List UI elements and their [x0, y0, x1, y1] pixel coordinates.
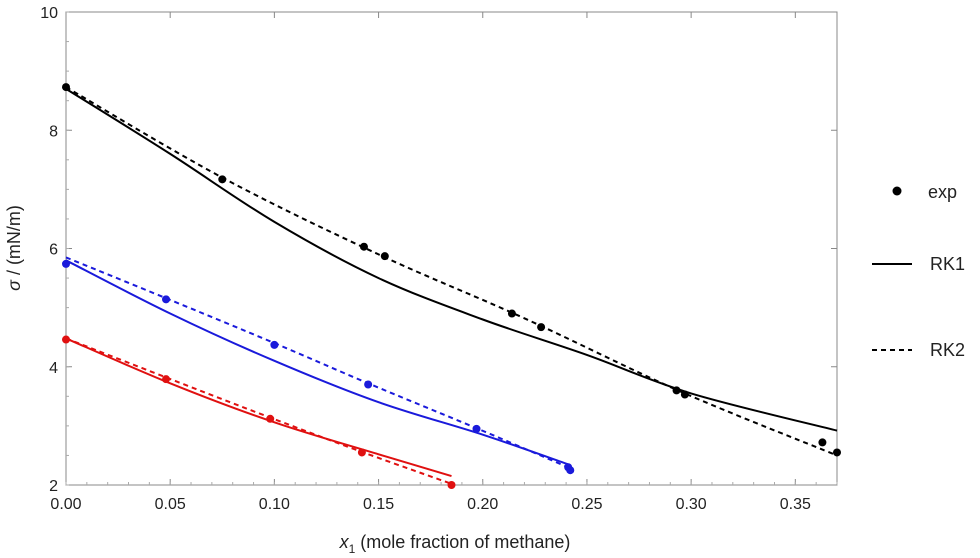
series-group-0 [62, 83, 841, 457]
rk2-curve [65, 337, 452, 485]
series-layer [62, 83, 841, 489]
y-tick-label: 8 [49, 123, 58, 140]
exp-point [472, 424, 481, 433]
y-tick-label: 10 [40, 5, 58, 22]
x-tick-label: 0.25 [571, 496, 602, 513]
x-tick-label: 0.15 [363, 496, 394, 513]
x-axis-title: x1 (mole fraction of methane) [339, 532, 571, 556]
exp-point [270, 340, 279, 349]
exp-point [62, 259, 70, 268]
x-tick-label: 0.20 [467, 496, 498, 513]
exp-point [62, 335, 70, 344]
y-tick-label: 4 [49, 360, 58, 377]
exp-point [359, 242, 368, 251]
exp-point [162, 375, 171, 384]
series-group-1 [62, 256, 575, 475]
legend-marker-exp [892, 186, 902, 196]
exp-point [566, 466, 575, 475]
series-group-2 [62, 335, 456, 489]
exp-point [672, 386, 681, 395]
y-axis-title: σ / (mN/m) [4, 205, 24, 291]
exp-point [537, 323, 546, 332]
legend-label-rk2: RK2 [930, 340, 965, 360]
rk1-curve [65, 88, 838, 432]
exp-point [266, 414, 275, 423]
exp-point [507, 309, 516, 318]
y-tick-label: 6 [49, 242, 58, 259]
x-tick-label: 0.35 [780, 496, 811, 513]
legend: exp RK1 RK2 [872, 182, 965, 360]
rk2-curve [65, 256, 569, 469]
plot-frame [65, 11, 838, 486]
exp-point [218, 175, 227, 184]
rk1-curve [65, 259, 569, 466]
rk2-curve [65, 86, 838, 457]
exp-point [447, 481, 456, 489]
x-tick-label: 0.00 [50, 496, 81, 513]
x-tick-label: 0.30 [676, 496, 707, 513]
x-tick-label: 0.05 [155, 496, 186, 513]
exp-point [62, 83, 70, 92]
exp-point [818, 438, 827, 447]
exp-point [680, 390, 689, 399]
x-tick-label: 0.10 [259, 496, 290, 513]
x-axis-title-text: (mole fraction of methane) [355, 532, 570, 552]
exp-point [162, 295, 171, 304]
rk1-curve [65, 337, 452, 478]
axis-ticks: 0.00 0.05 0.10 0.15 0.20 0.25 0.30 0.35 2 4 6 8 10 [40, 5, 838, 513]
exp-point [364, 380, 373, 389]
exp-point [833, 448, 841, 457]
exp-point [380, 252, 389, 261]
exp-point [357, 448, 366, 457]
legend-label-rk1: RK1 [930, 254, 965, 274]
legend-label-exp: exp [928, 182, 957, 202]
x-axis-title-subscript: 1 [349, 542, 356, 556]
y-tick-label: 2 [49, 478, 58, 495]
y-axis-title-text: / (mN/m) [4, 205, 24, 280]
